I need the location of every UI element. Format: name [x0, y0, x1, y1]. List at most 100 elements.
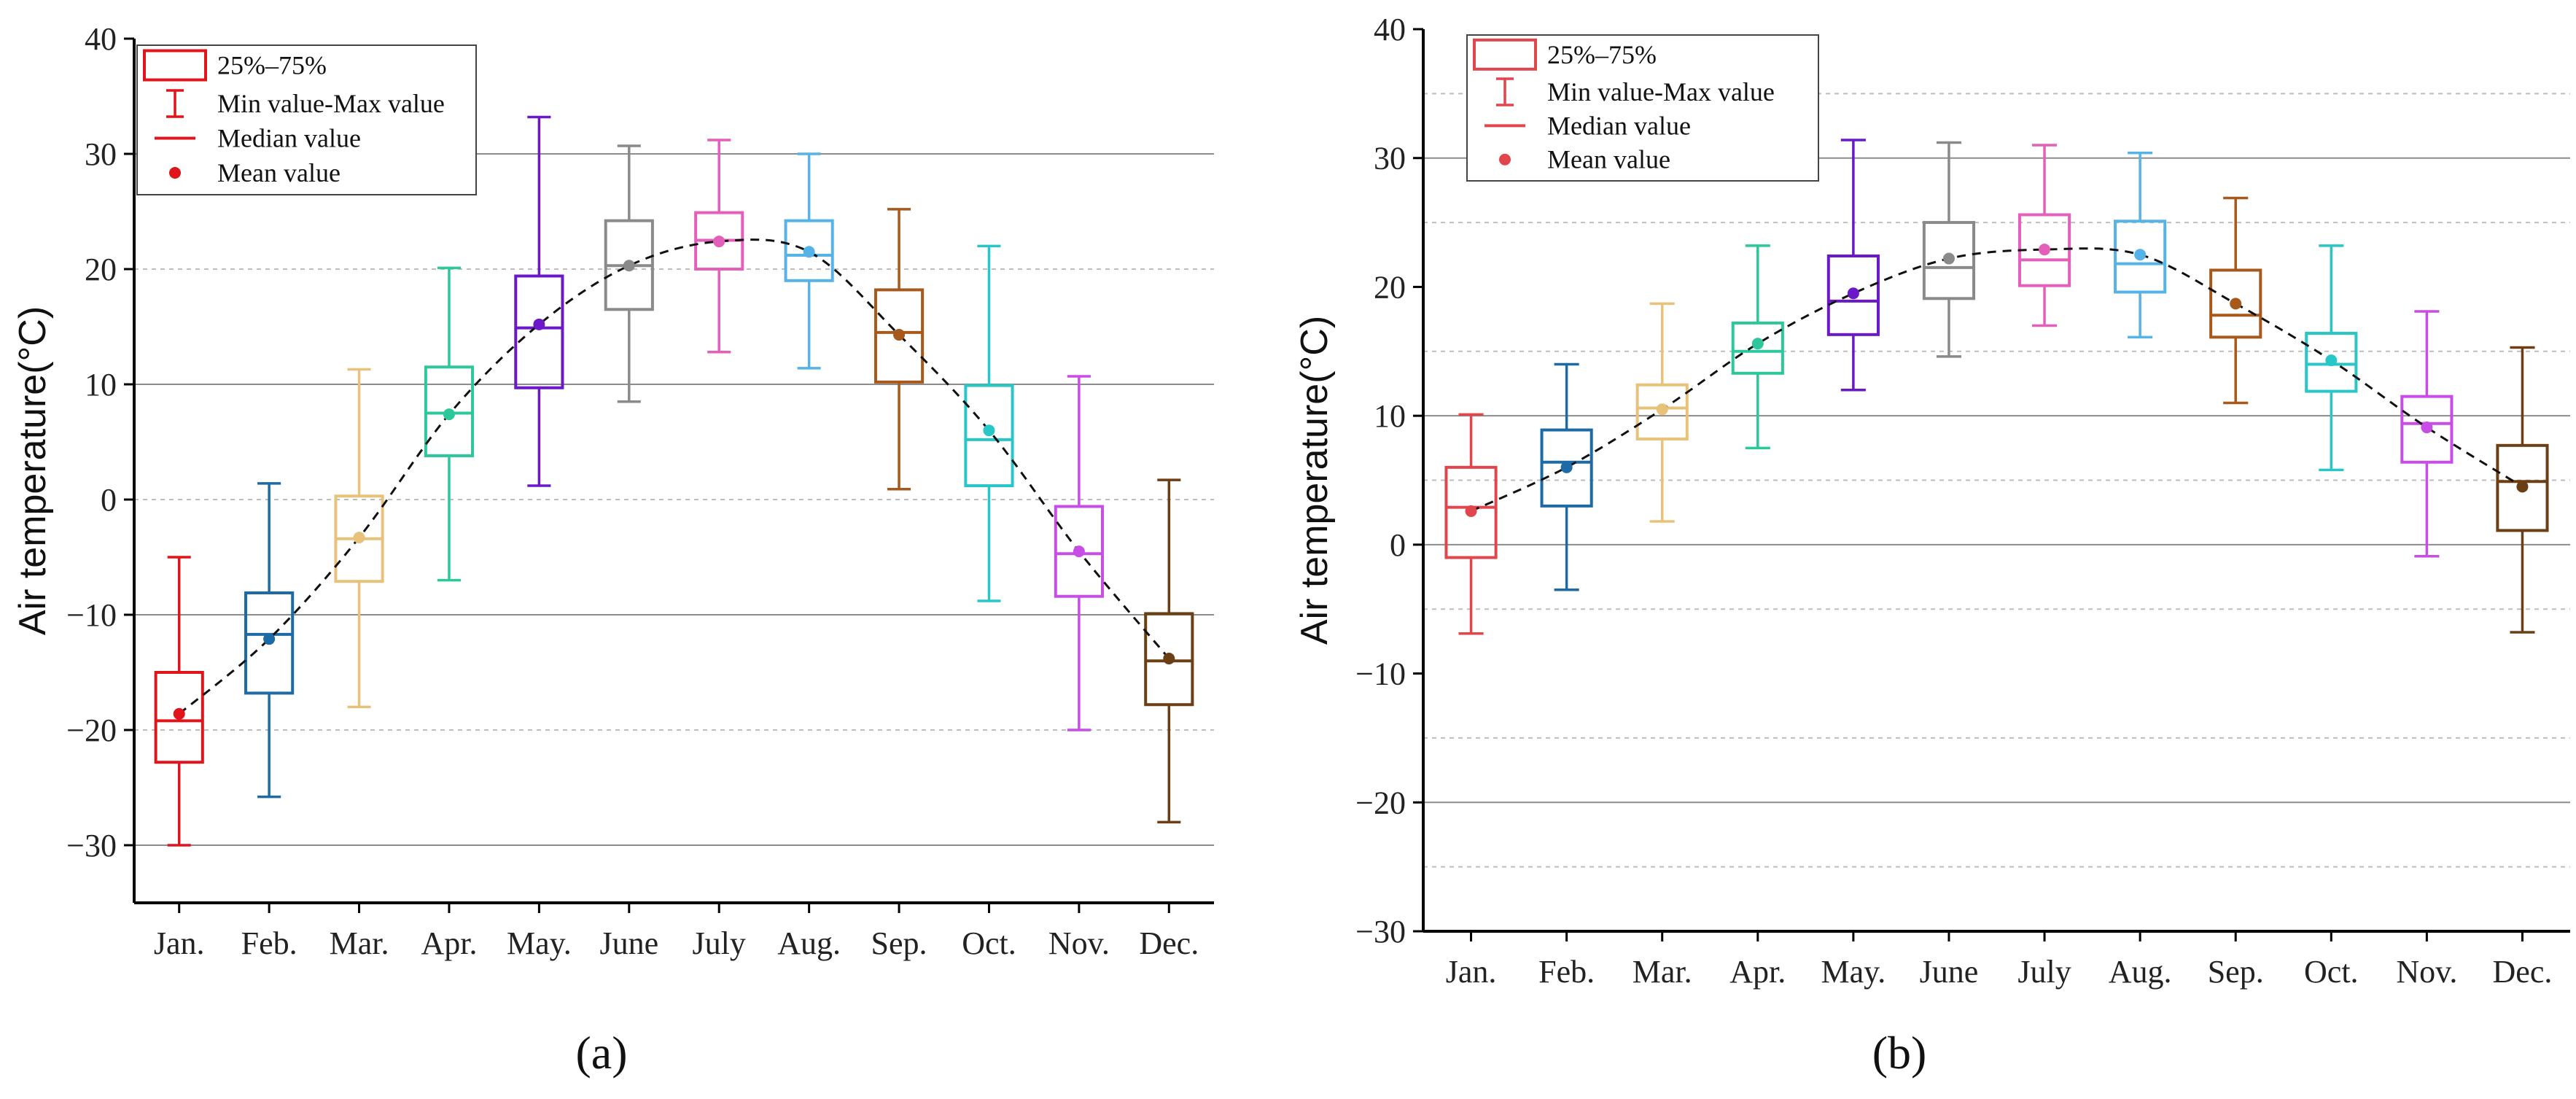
x-tick-label: Aug. — [2109, 954, 2172, 990]
mean-point — [1465, 505, 1477, 517]
legend-mean-symbol — [1499, 153, 1511, 166]
iqr-box — [424, 365, 475, 457]
legend-frame — [136, 44, 477, 195]
legend-label-median: Median value — [1547, 111, 1691, 140]
y-tick-label: −20 — [66, 712, 117, 748]
mean-point — [1751, 338, 1764, 350]
mean-point — [1163, 653, 1175, 665]
mean-point — [803, 246, 815, 258]
iqr-box — [2400, 395, 2454, 464]
mean-point — [1942, 252, 1955, 265]
iqr-box — [514, 274, 564, 389]
iqr-box — [784, 219, 834, 282]
y-axis-label: Air temperature(°C) — [1293, 316, 1336, 645]
iqr-box — [1826, 255, 1880, 336]
x-tick-label: Sep. — [2208, 954, 2264, 990]
y-tick-label: 40 — [85, 21, 117, 57]
iqr-box — [873, 288, 925, 384]
box-june — [1922, 141, 1976, 358]
box-jan — [154, 556, 204, 847]
mean-point — [2230, 298, 2242, 310]
mean-point — [1847, 287, 1859, 300]
box-july — [2017, 144, 2071, 327]
iqr-box — [154, 671, 204, 764]
y-tick-label: 30 — [1374, 141, 1406, 176]
mean-point — [2039, 244, 2051, 256]
iqr-box — [964, 384, 1014, 488]
iqr-box — [1922, 221, 1976, 300]
iqr-box — [2114, 220, 2167, 294]
box-aug — [784, 152, 834, 370]
y-tick-label: −10 — [1355, 656, 1406, 692]
iqr-box — [1635, 383, 1689, 440]
x-tick-label: June — [599, 925, 658, 961]
box-may — [1826, 139, 1880, 392]
y-tick-label: 10 — [85, 367, 117, 403]
box-jan — [1444, 413, 1498, 635]
y-tick-label: 20 — [85, 252, 117, 287]
y-tick-label: −30 — [1355, 914, 1406, 950]
mean-point — [2421, 422, 2433, 434]
panel-label: (b) — [1872, 1027, 1927, 1079]
y-tick-label: −20 — [1355, 785, 1406, 820]
y-tick-label: 0 — [1390, 527, 1406, 563]
y-tick-label: 20 — [1374, 269, 1406, 305]
y-tick-label: −10 — [66, 597, 117, 633]
mean-trend-line — [1470, 247, 2524, 513]
mean-point — [443, 408, 455, 421]
box-aug — [2114, 151, 2167, 339]
x-tick-label: Dec. — [1139, 925, 1199, 961]
box-nov — [1054, 375, 1104, 731]
legend-mean-symbol — [169, 167, 181, 179]
mean-trend-line — [178, 238, 1170, 715]
legend-label-minmax: Min value-Max value — [217, 89, 445, 118]
mean-point — [2134, 249, 2147, 261]
x-tick-label: Oct. — [962, 925, 1016, 961]
x-tick-label: Aug. — [777, 925, 841, 961]
y-axis-label: Air temperature(°C) — [12, 306, 54, 635]
mean-point — [2516, 481, 2529, 493]
mean-point — [983, 424, 995, 437]
box-july — [694, 139, 744, 354]
x-tick-label: Apr. — [1729, 954, 1786, 990]
iqr-box — [1144, 612, 1194, 707]
box-sep — [2209, 196, 2262, 405]
x-tick-label: Apr. — [421, 925, 477, 961]
y-tick-label: 0 — [101, 482, 117, 518]
box-nov — [2400, 310, 2454, 558]
iqr-box — [1731, 321, 1784, 375]
box-may — [514, 115, 564, 487]
legend-box-symbol — [1473, 38, 1537, 71]
legend-label-iqr: 25%–75% — [1547, 40, 1657, 69]
mean-point — [623, 260, 635, 272]
y-tick-label: 40 — [1374, 12, 1406, 47]
mean-point — [1560, 461, 1573, 473]
x-tick-label: Feb. — [1538, 954, 1595, 990]
iqr-box — [2209, 268, 2262, 339]
mean-point — [2325, 354, 2338, 367]
x-tick-label: Jan. — [154, 925, 205, 961]
x-tick-label: Dec. — [2493, 954, 2553, 990]
box-june — [604, 144, 654, 403]
box-apr — [1731, 244, 1784, 450]
mean-point — [263, 633, 276, 645]
x-tick-label: Sep. — [871, 925, 927, 961]
x-tick-label: July — [693, 925, 746, 961]
x-tick-label: Nov. — [1048, 925, 1110, 961]
iqr-box — [2305, 332, 2358, 393]
y-tick-label: 30 — [85, 136, 117, 172]
legend-label-mean: Mean value — [1547, 145, 1670, 174]
box-feb — [244, 482, 295, 799]
mean-point — [173, 707, 185, 720]
x-tick-label: Mar. — [330, 925, 389, 961]
iqr-box — [1444, 465, 1498, 559]
mean-point — [713, 236, 725, 248]
mean-point — [1656, 403, 1668, 416]
x-tick-label: July — [2017, 954, 2071, 990]
x-tick-label: Nov. — [2396, 954, 2457, 990]
y-tick-label: −30 — [66, 828, 117, 863]
iqr-box — [1540, 428, 1593, 508]
legend-label-iqr: 25%–75% — [217, 51, 327, 80]
x-tick-label: Mar. — [1633, 954, 1692, 990]
